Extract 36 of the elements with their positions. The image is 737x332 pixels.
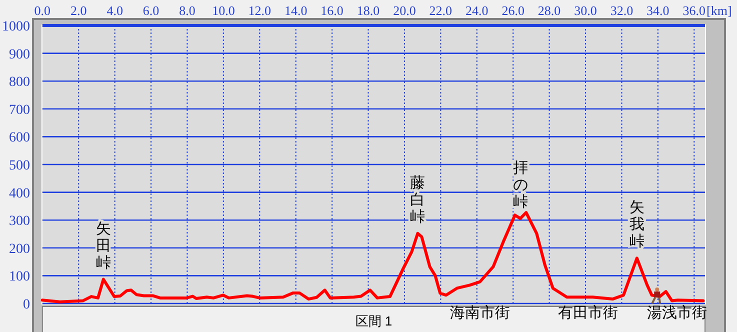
x-tick-label: 32.0 <box>610 3 634 18</box>
y-tick-label: 800 <box>9 75 30 90</box>
text: 有田市街 <box>558 304 618 322</box>
y-tick-label: 400 <box>9 186 30 202</box>
x-tick-label: 12.0 <box>248 3 272 18</box>
x-tick-label: 36.0 <box>682 3 706 18</box>
x-tick-label: 6.0 <box>142 3 160 18</box>
x-tick-label: 18.0 <box>356 3 380 18</box>
x-axis-title: [km] <box>706 3 732 18</box>
x-tick-label: 20.0 <box>393 3 416 18</box>
x-tick-label: 4.0 <box>106 3 123 18</box>
y-tick-label: 0 <box>23 298 30 312</box>
x-tick-label: 26.0 <box>502 3 524 18</box>
text: 海南市街 <box>450 304 510 322</box>
y-tick-label: 500 <box>9 158 30 174</box>
y-tick-label: 300 <box>9 214 30 230</box>
x-tick-label: 22.0 <box>429 3 452 18</box>
y-tick-label: 100 <box>9 270 30 285</box>
y-tick-label: 700 <box>9 102 30 118</box>
x-tick-label: 24.0 <box>466 3 488 18</box>
x-tick-label: 28.0 <box>538 3 561 18</box>
annotation: 矢我峠 <box>629 199 644 250</box>
x-tick-label: 0.0 <box>34 3 51 18</box>
x-tick-label: 16.0 <box>320 3 344 18</box>
y-tick-label: 1000 <box>2 20 30 34</box>
y-tick-label: 600 <box>9 130 30 146</box>
x-tick-label: 10.0 <box>212 3 235 18</box>
x-tick-label: 34.0 <box>646 3 670 18</box>
x-tick-label: 14.0 <box>284 3 308 18</box>
x-tick-label: 30.0 <box>574 3 597 18</box>
text: 湯浅市街 <box>647 304 707 322</box>
y-tick-label: 900 <box>9 47 30 62</box>
text: 区間 1 <box>355 314 392 328</box>
x-tick-label: 2.0 <box>70 3 87 18</box>
x-tick-label: 8.0 <box>179 3 196 18</box>
y-tick-label: 200 <box>9 242 30 257</box>
